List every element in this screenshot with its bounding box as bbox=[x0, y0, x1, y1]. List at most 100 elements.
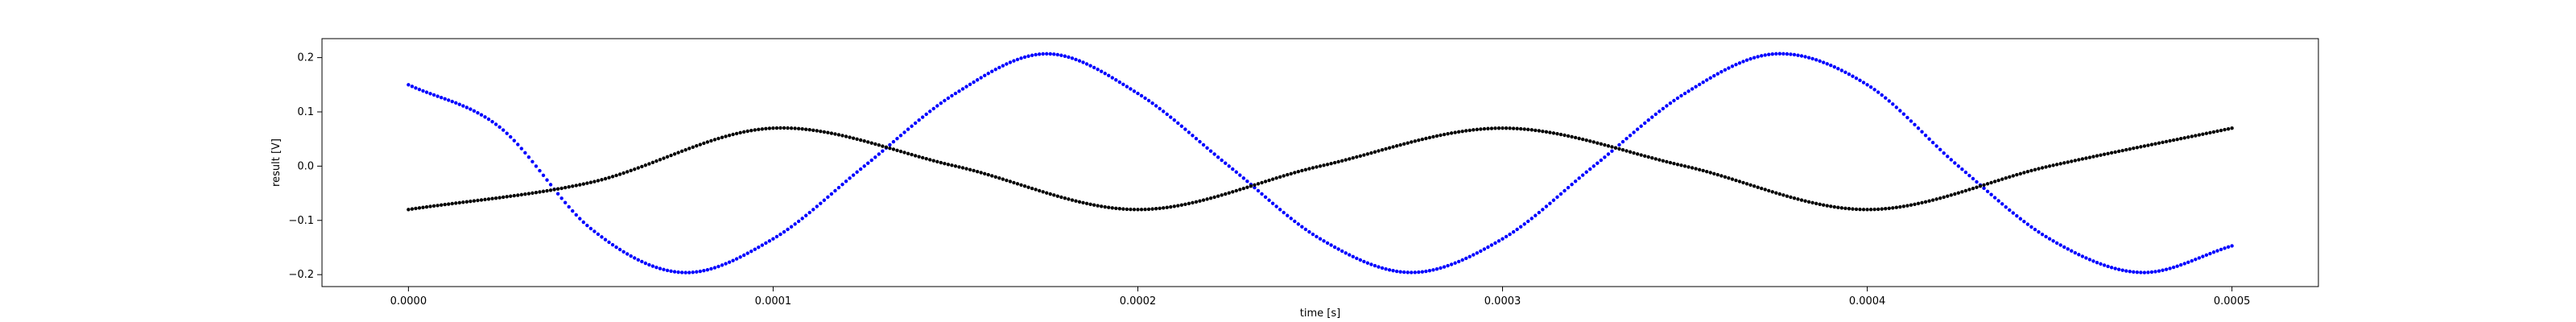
data-point bbox=[1263, 195, 1268, 200]
data-point bbox=[629, 254, 633, 258]
data-point bbox=[895, 136, 899, 141]
data-point bbox=[2211, 130, 2216, 134]
data-point bbox=[1373, 263, 1377, 268]
y-axis: −0.2 −0.1 0.0 0.1 0.2 bbox=[288, 52, 322, 281]
data-point bbox=[877, 152, 881, 156]
data-point bbox=[1617, 142, 1621, 147]
data-point bbox=[469, 107, 473, 111]
data-point bbox=[2022, 171, 2026, 175]
data-point bbox=[2047, 164, 2052, 168]
data-point bbox=[1996, 199, 2000, 203]
data-point bbox=[1839, 206, 1844, 210]
data-point bbox=[1380, 148, 1385, 152]
data-point bbox=[479, 198, 484, 202]
data-point bbox=[1427, 135, 1432, 140]
data-point bbox=[2109, 151, 2114, 155]
data-point bbox=[1825, 204, 1829, 208]
data-point bbox=[2124, 269, 2128, 273]
data-point bbox=[1179, 124, 1184, 128]
data-point bbox=[1876, 90, 1880, 94]
data-point bbox=[493, 122, 498, 126]
data-point bbox=[2153, 142, 2157, 146]
data-point bbox=[1468, 254, 1472, 258]
data-point bbox=[614, 173, 618, 178]
data-point bbox=[636, 166, 640, 170]
data-point bbox=[428, 92, 432, 96]
data-point bbox=[1045, 52, 1049, 56]
data-point bbox=[1942, 195, 1946, 200]
data-point bbox=[1340, 249, 1344, 254]
data-point bbox=[826, 130, 830, 134]
data-point bbox=[2106, 151, 2110, 155]
data-point bbox=[1675, 163, 1680, 167]
data-point bbox=[1096, 204, 1100, 208]
data-point bbox=[596, 232, 601, 237]
data-point bbox=[1442, 265, 1447, 269]
data-point bbox=[1307, 167, 1311, 171]
data-point bbox=[1909, 119, 1913, 123]
data-point bbox=[2139, 270, 2143, 275]
data-point bbox=[862, 164, 866, 168]
data-point bbox=[1362, 259, 1366, 264]
data-point bbox=[621, 171, 625, 175]
data-point bbox=[702, 268, 706, 273]
data-point bbox=[2211, 250, 2216, 254]
data-point bbox=[1187, 130, 1191, 134]
data-point bbox=[1296, 222, 1301, 226]
data-point bbox=[592, 229, 597, 233]
data-point bbox=[407, 208, 411, 212]
data-point bbox=[1668, 101, 1673, 105]
data-point bbox=[1836, 205, 1840, 209]
data-point bbox=[486, 197, 491, 201]
data-point bbox=[450, 99, 454, 104]
data-point bbox=[1610, 149, 1614, 153]
data-point bbox=[990, 69, 994, 73]
data-point bbox=[855, 137, 859, 142]
data-point bbox=[1216, 155, 1220, 159]
data-point bbox=[1136, 208, 1140, 212]
data-point bbox=[1799, 54, 1804, 58]
data-point bbox=[716, 264, 720, 269]
data-point bbox=[1059, 53, 1063, 57]
data-point bbox=[1489, 243, 1494, 247]
data-point bbox=[2077, 253, 2081, 257]
data-point bbox=[702, 141, 706, 146]
data-point bbox=[1045, 191, 1049, 195]
data-point bbox=[1646, 155, 1650, 159]
data-point bbox=[2018, 217, 2023, 221]
data-point bbox=[1526, 219, 1530, 224]
data-point bbox=[1522, 222, 1526, 226]
data-point bbox=[695, 143, 699, 148]
data-point bbox=[1351, 254, 1355, 258]
data-point bbox=[2223, 246, 2227, 250]
data-point bbox=[753, 128, 757, 132]
data-point bbox=[571, 208, 575, 213]
data-point bbox=[745, 129, 749, 134]
data-point bbox=[1781, 52, 1785, 56]
data-point bbox=[1938, 196, 1942, 200]
data-point bbox=[767, 239, 772, 243]
data-point bbox=[1635, 152, 1640, 156]
data-point bbox=[1792, 52, 1797, 57]
data-point bbox=[950, 93, 954, 98]
data-point bbox=[1708, 76, 1712, 80]
data-point bbox=[1088, 202, 1092, 206]
data-point bbox=[1022, 55, 1027, 60]
data-point bbox=[1380, 266, 1385, 270]
data-point bbox=[541, 173, 546, 178]
data-point bbox=[1880, 93, 1884, 97]
data-point bbox=[1884, 207, 1888, 211]
data-point bbox=[1286, 172, 1290, 177]
data-point bbox=[1639, 153, 1643, 157]
data-point bbox=[2033, 227, 2037, 232]
data-point bbox=[643, 261, 648, 266]
data-point bbox=[979, 76, 983, 80]
data-point bbox=[789, 126, 794, 130]
data-point bbox=[1183, 127, 1187, 131]
data-point bbox=[548, 183, 553, 187]
data-point bbox=[1887, 99, 1891, 103]
data-point bbox=[457, 200, 461, 205]
data-point bbox=[731, 258, 735, 262]
data-point bbox=[873, 142, 877, 147]
data-point bbox=[1727, 66, 1731, 70]
